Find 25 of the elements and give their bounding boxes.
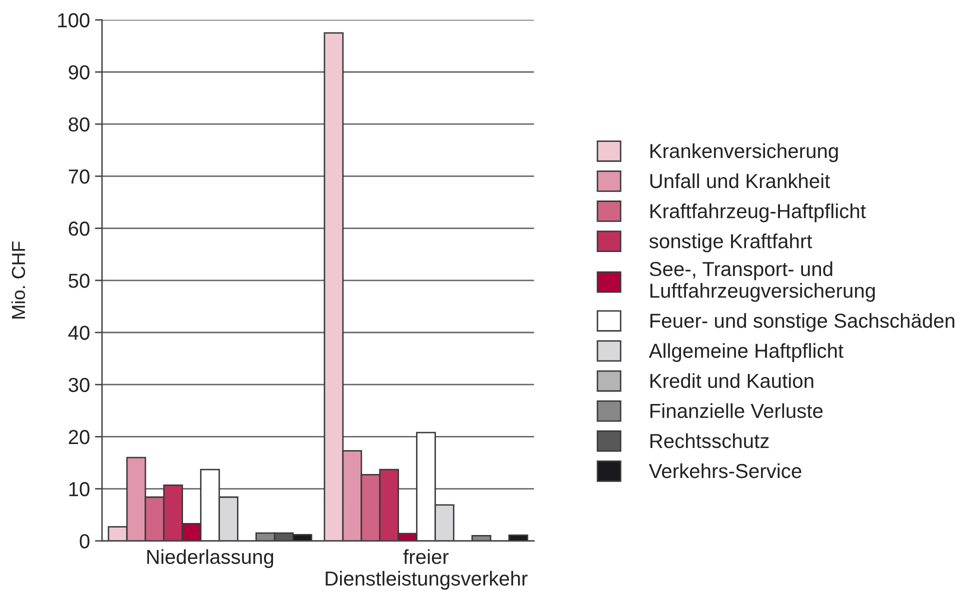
- y-tick-label: 10: [69, 482, 90, 496]
- legend-label: Unfall und Krankheit: [650, 173, 830, 188]
- legend-label: Feuer- und sonstige Sachschäden: [650, 313, 954, 332]
- legend-label: Kraftfahrzeug-Haftpflicht: [650, 203, 866, 222]
- legend-label: Verkehrs-Service: [648, 463, 802, 478]
- y-tick-label: 30: [68, 378, 90, 392]
- y-tick-label: 20: [68, 430, 90, 444]
- x-tick-label: Niederlassung: [147, 549, 274, 568]
- y-tick-label: 50: [68, 274, 90, 288]
- y-axis-title: Mio. CHF: [11, 242, 26, 318]
- x-tick-label: freier Dienstleistungsverkehr: [326, 549, 528, 590]
- legend-label: Allgemeine Haftpflicht: [648, 343, 844, 362]
- legend-label: Kredit und Kaution: [650, 373, 814, 388]
- y-tick-label: 0: [80, 534, 90, 548]
- legend-label: Rechtsschutz: [650, 433, 769, 448]
- legend-label: sonstige Kraftfahrt: [649, 234, 812, 252]
- y-tick-label: 60: [68, 222, 90, 236]
- y-tick-label: 40: [68, 326, 90, 340]
- y-tick-label: 100: [58, 13, 90, 28]
- legend-label: Krankenversicherung: [650, 143, 838, 162]
- y-tick-label: 80: [68, 117, 90, 132]
- legend-label: See-, Transport- und Luftfahrzeugversicherung: [650, 261, 875, 302]
- legend-label: Finanzielle Verluste: [650, 403, 823, 418]
- y-tick-label: 90: [68, 65, 90, 80]
- y-tick-label: 70: [68, 169, 90, 184]
